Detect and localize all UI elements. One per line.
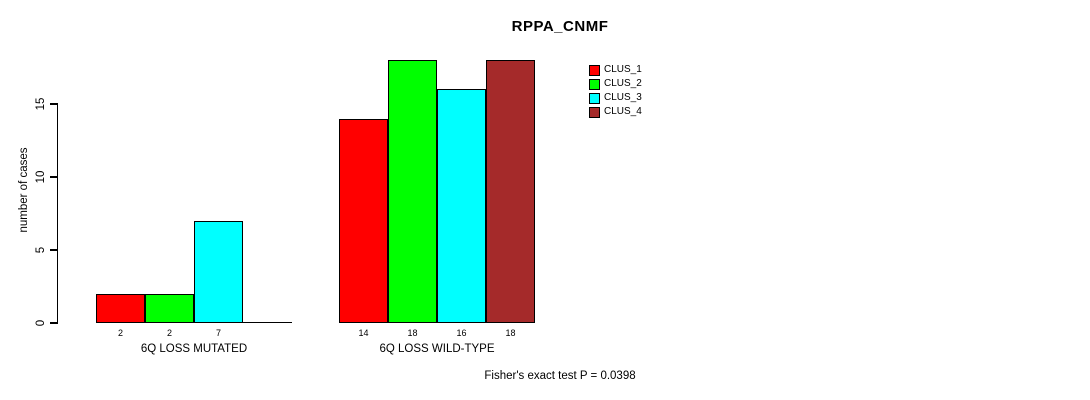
bar-clus_1-group1 [96, 293, 145, 323]
bar-clus_2-group1 [145, 293, 194, 323]
y-axis-tick-label: 15 [35, 97, 47, 111]
y-axis-tick [50, 103, 58, 105]
legend-label-clus_3: CLUS_3 [604, 92, 642, 103]
bar-clus_1-group2 [339, 118, 388, 323]
y-axis-tick [50, 176, 58, 178]
y-axis-label: number of cases [18, 147, 30, 233]
bar-value-label: 18 [505, 328, 516, 338]
bar-clus_4-group1-zero [243, 321, 292, 323]
y-axis-tick-label: 10 [35, 170, 47, 184]
bar-clus_4-group2 [486, 60, 535, 323]
legend-swatch-clus_2 [589, 79, 600, 90]
bar-clus_3-group1 [194, 220, 243, 323]
legend-label-clus_2: CLUS_2 [604, 78, 642, 89]
y-axis-tick [50, 249, 58, 251]
chart-title: RPPA_CNMF [511, 18, 609, 35]
legend-swatch-clus_4 [589, 107, 600, 118]
y-axis-tick-label: 5 [35, 246, 47, 254]
bar-value-label: 2 [166, 328, 172, 338]
fisher-test-annotation: Fisher's exact test P = 0.0398 [484, 370, 636, 382]
y-axis-line [57, 104, 59, 323]
legend-label-clus_4: CLUS_4 [604, 106, 642, 117]
group-label: 6Q LOSS MUTATED [140, 343, 248, 355]
bar-value-label: 7 [215, 328, 221, 338]
bar-value-label: 14 [358, 328, 369, 338]
legend-label-clus_1: CLUS_1 [604, 64, 642, 75]
bar-value-label: 2 [117, 328, 123, 338]
bar-value-label: 18 [407, 328, 418, 338]
y-axis-tick [50, 322, 58, 324]
y-axis-tick-label: 0 [35, 319, 47, 327]
legend-swatch-clus_1 [589, 65, 600, 76]
bar-value-label: 16 [456, 328, 467, 338]
group-label: 6Q LOSS WILD-TYPE [379, 343, 495, 355]
legend-swatch-clus_3 [589, 93, 600, 104]
bar-clus_2-group2 [388, 60, 437, 323]
bar-clus_3-group2 [437, 89, 486, 323]
